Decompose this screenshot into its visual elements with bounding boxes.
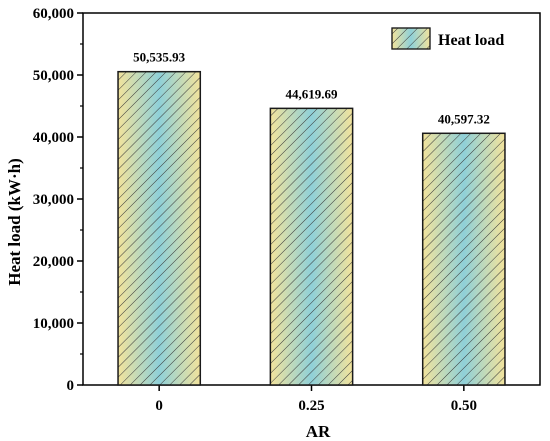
- y-tick-label: 10,000: [33, 316, 74, 332]
- y-tick-label: 50,000: [33, 68, 74, 84]
- y-tick-label: 0: [67, 378, 75, 394]
- y-tick-label: 40,000: [33, 130, 74, 146]
- y-tick-label: 60,000: [33, 6, 74, 22]
- bar-hatch: [421, 132, 506, 386]
- data-label: 50,535.93: [133, 50, 186, 65]
- bar-hatch: [117, 70, 202, 386]
- bar-hatch: [269, 107, 354, 386]
- y-axis-title: Heat load (kW·h): [5, 158, 24, 286]
- legend-label: Heat load: [438, 32, 504, 49]
- x-tick-label: 0: [155, 398, 163, 414]
- data-label: 40,597.32: [438, 111, 490, 126]
- data-label: 44,619.69: [286, 86, 339, 101]
- y-tick-label: 20,000: [33, 254, 74, 270]
- legend: Heat load: [391, 27, 504, 50]
- x-axis-title: AR: [306, 422, 331, 441]
- x-tick-label: 0.25: [298, 398, 324, 414]
- legend-swatch-hatch: [391, 27, 431, 50]
- x-tick-label: 0.50: [451, 398, 477, 414]
- y-tick-label: 30,000: [33, 192, 74, 208]
